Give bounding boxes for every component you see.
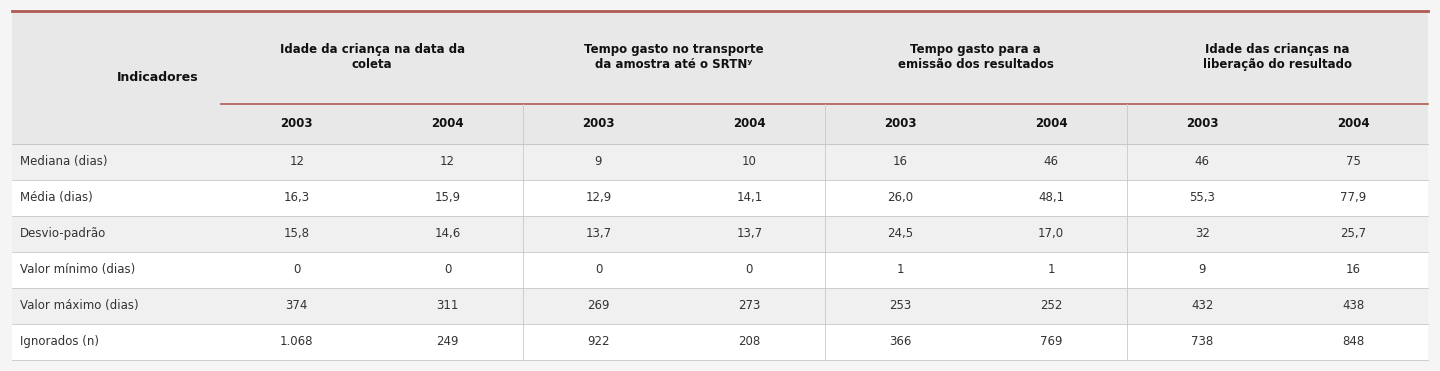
Text: 0: 0 xyxy=(444,263,451,276)
Text: 2004: 2004 xyxy=(733,117,766,130)
Text: 432: 432 xyxy=(1191,299,1214,312)
Text: 2004: 2004 xyxy=(431,117,464,130)
Text: 24,5: 24,5 xyxy=(887,227,913,240)
Bar xyxy=(12,252,1428,288)
Text: 252: 252 xyxy=(1040,299,1063,312)
Text: 0: 0 xyxy=(292,263,301,276)
Text: 269: 269 xyxy=(588,299,609,312)
Text: 2004: 2004 xyxy=(1035,117,1067,130)
Text: 13,7: 13,7 xyxy=(586,227,612,240)
Text: 10: 10 xyxy=(742,155,757,168)
Text: Indicadores: Indicadores xyxy=(117,71,199,84)
Text: 16,3: 16,3 xyxy=(284,191,310,204)
Text: 12: 12 xyxy=(289,155,304,168)
Text: 77,9: 77,9 xyxy=(1339,191,1367,204)
Text: Idade das crianças na
liberação do resultado: Idade das crianças na liberação do resul… xyxy=(1202,43,1352,71)
Text: 249: 249 xyxy=(436,335,459,348)
Text: 14,1: 14,1 xyxy=(736,191,763,204)
Text: 253: 253 xyxy=(888,299,912,312)
Text: 738: 738 xyxy=(1191,335,1214,348)
Text: 25,7: 25,7 xyxy=(1341,227,1367,240)
Text: 2003: 2003 xyxy=(884,117,916,130)
Text: Tempo gasto para a
emissão dos resultados: Tempo gasto para a emissão dos resultado… xyxy=(897,43,1054,71)
Text: Desvio-padrão: Desvio-padrão xyxy=(20,227,107,240)
Text: Mediana (dias): Mediana (dias) xyxy=(20,155,108,168)
Text: 0: 0 xyxy=(595,263,602,276)
Text: 14,6: 14,6 xyxy=(435,227,461,240)
Text: 75: 75 xyxy=(1345,155,1361,168)
Bar xyxy=(12,11,1428,144)
Bar xyxy=(12,324,1428,360)
Bar xyxy=(12,216,1428,252)
Text: 16: 16 xyxy=(1345,263,1361,276)
Text: 922: 922 xyxy=(588,335,609,348)
Text: 12,9: 12,9 xyxy=(586,191,612,204)
Bar xyxy=(12,180,1428,216)
Text: 0: 0 xyxy=(746,263,753,276)
Text: 15,9: 15,9 xyxy=(435,191,461,204)
Text: 273: 273 xyxy=(739,299,760,312)
Text: 374: 374 xyxy=(285,299,308,312)
Text: 2003: 2003 xyxy=(582,117,615,130)
Bar xyxy=(12,144,1428,180)
Text: 848: 848 xyxy=(1342,335,1364,348)
Text: 2003: 2003 xyxy=(281,117,312,130)
Text: Valor mínimo (dias): Valor mínimo (dias) xyxy=(20,263,135,276)
Text: 9: 9 xyxy=(1198,263,1205,276)
Text: 311: 311 xyxy=(436,299,459,312)
Text: 16: 16 xyxy=(893,155,907,168)
Text: 13,7: 13,7 xyxy=(736,227,762,240)
Text: 46: 46 xyxy=(1195,155,1210,168)
Text: 1.068: 1.068 xyxy=(279,335,314,348)
Text: 208: 208 xyxy=(739,335,760,348)
Text: 2003: 2003 xyxy=(1187,117,1218,130)
Text: 1: 1 xyxy=(897,263,904,276)
Text: 48,1: 48,1 xyxy=(1038,191,1064,204)
Text: 2004: 2004 xyxy=(1336,117,1369,130)
Text: Idade da criança na data da
coleta: Idade da criança na data da coleta xyxy=(279,43,465,71)
Text: 9: 9 xyxy=(595,155,602,168)
Text: Valor máximo (dias): Valor máximo (dias) xyxy=(20,299,138,312)
Text: 15,8: 15,8 xyxy=(284,227,310,240)
Text: 366: 366 xyxy=(888,335,912,348)
Text: 32: 32 xyxy=(1195,227,1210,240)
Text: 438: 438 xyxy=(1342,299,1364,312)
Text: 46: 46 xyxy=(1044,155,1058,168)
Text: Ignorados (n): Ignorados (n) xyxy=(20,335,99,348)
Text: 55,3: 55,3 xyxy=(1189,191,1215,204)
Text: 26,0: 26,0 xyxy=(887,191,913,204)
Text: 769: 769 xyxy=(1040,335,1063,348)
Text: 12: 12 xyxy=(441,155,455,168)
Text: 17,0: 17,0 xyxy=(1038,227,1064,240)
Bar xyxy=(12,288,1428,324)
Text: 1: 1 xyxy=(1047,263,1056,276)
Text: Média (dias): Média (dias) xyxy=(20,191,94,204)
Text: Tempo gasto no transporte
da amostra até o SRTNʸ: Tempo gasto no transporte da amostra até… xyxy=(585,43,763,71)
